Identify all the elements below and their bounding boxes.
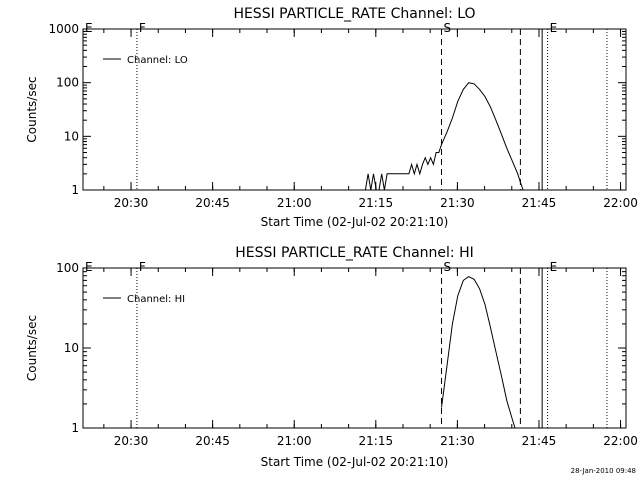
x-tick-label: 20:45 <box>195 434 230 448</box>
event-marker-label: S <box>444 21 452 35</box>
y-tick-label: 1 <box>71 421 79 435</box>
x-tick-label: 22:00 <box>603 434 638 448</box>
y-tick-label: 10 <box>64 341 79 355</box>
legend-label: Channel: HI <box>127 294 185 305</box>
plot-frame <box>82 28 627 191</box>
x-tick-label: 20:30 <box>114 434 149 448</box>
x-tick-label: 21:00 <box>277 434 312 448</box>
chart-panel-1: HESSI PARTICLE_RATE Channel: HI Start Tim… <box>25 245 638 469</box>
x-tick-label: 21:15 <box>359 196 394 210</box>
event-marker-label: F <box>139 260 146 274</box>
chart-title: HESSI PARTICLE_RATE Channel: HI <box>235 245 473 261</box>
event-marker-label: E <box>85 260 93 274</box>
x-tick-label: 21:45 <box>522 196 557 210</box>
series-line <box>364 82 524 191</box>
event-marker-label: S <box>444 260 452 274</box>
y-tick-label: 1000 <box>48 22 79 36</box>
plot-frame <box>82 267 627 429</box>
y-tick-label: 1 <box>71 183 79 197</box>
x-tick-label: 20:45 <box>195 196 230 210</box>
x-axis-label: Start Time (02-Jul-02 20:21:10) <box>261 215 449 229</box>
y-tick-label: 100 <box>56 261 79 275</box>
x-tick-label: 21:30 <box>440 196 475 210</box>
series-line <box>441 276 516 429</box>
chart-title: HESSI PARTICLE_RATE Channel: LO <box>233 6 475 22</box>
x-tick-label: 21:00 <box>277 196 312 210</box>
y-tick-label: 100 <box>56 76 79 90</box>
y-axis-label: Counts/sec <box>25 76 39 142</box>
chart-panel-0: HESSI PARTICLE_RATE Channel: LO Start Tim… <box>25 6 638 229</box>
event-marker-label: F <box>139 21 146 35</box>
x-tick-label: 21:30 <box>440 434 475 448</box>
x-tick-label: 21:45 <box>522 434 557 448</box>
event-marker-label: E <box>550 260 558 274</box>
x-tick-label: 20:30 <box>114 196 149 210</box>
x-tick-label: 22:00 <box>603 196 638 210</box>
x-axis-label: Start Time (02-Jul-02 20:21:10) <box>261 455 449 469</box>
event-marker-label: E <box>550 21 558 35</box>
event-marker-label: E <box>85 21 93 35</box>
x-tick-label: 21:15 <box>359 434 394 448</box>
y-axis-label: Counts/sec <box>25 315 39 381</box>
legend-label: Channel: LO <box>127 55 188 66</box>
y-tick-label: 10 <box>64 129 79 143</box>
